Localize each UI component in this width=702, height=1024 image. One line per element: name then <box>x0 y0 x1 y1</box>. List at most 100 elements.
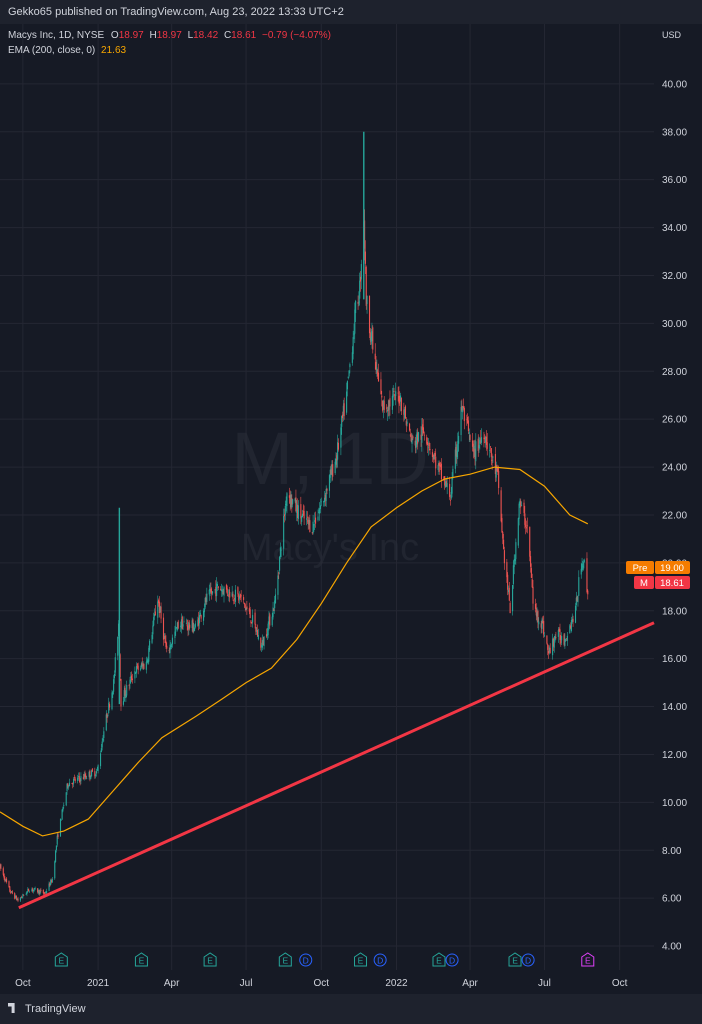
candle-body <box>412 436 414 439</box>
candle-body <box>96 769 98 771</box>
candle-body <box>393 391 395 392</box>
candle-body <box>33 887 35 890</box>
candle-body <box>315 517 317 524</box>
candle-body <box>3 874 5 879</box>
candle-body <box>454 449 456 469</box>
candle-body <box>359 280 361 299</box>
candle-body <box>268 616 270 625</box>
candle-body <box>199 612 201 617</box>
candle-body <box>377 372 380 382</box>
candle-body <box>283 514 286 517</box>
candle-body <box>429 448 431 451</box>
candle-body <box>191 620 193 629</box>
candle-body <box>355 300 357 314</box>
candle-body <box>309 520 311 532</box>
candle-body <box>507 589 510 593</box>
watermark-name: Macy's Inc <box>241 527 419 569</box>
candle-body <box>186 624 188 627</box>
candle-body <box>400 395 402 402</box>
candle-body <box>183 621 185 623</box>
candle-body <box>359 276 362 282</box>
candle-body <box>72 783 74 785</box>
candle-body <box>203 610 205 621</box>
close-label: C <box>223 30 232 41</box>
chart-area[interactable] <box>0 24 702 994</box>
candle-body <box>165 641 167 648</box>
candle-body <box>530 556 532 567</box>
candle-body <box>214 589 216 591</box>
candle-body <box>176 627 178 629</box>
candle-body <box>66 783 68 792</box>
candle-body <box>108 702 110 714</box>
candle-body <box>360 264 362 280</box>
candle-body <box>417 433 419 444</box>
candle-body <box>552 638 554 647</box>
time-axis[interactable]: Oct 2021 Apr Jul Oct 2022 Apr Jul Oct <box>15 978 628 989</box>
candle-body <box>257 635 259 640</box>
candle-body <box>222 591 224 595</box>
price-chart[interactable]: M, 1D Macy's Inc 4.006.008.0010.0012.001… <box>0 0 702 994</box>
candle-body <box>46 891 48 894</box>
support-trendline[interactable] <box>18 621 655 910</box>
change-value: −0.79 (−4.07%) <box>261 30 331 41</box>
candle-body <box>371 331 373 342</box>
candle-body <box>193 629 195 631</box>
price-tick-label: 22.00 <box>662 510 687 521</box>
candle-body <box>34 887 36 889</box>
price-axis[interactable]: 4.006.008.0010.0012.0014.0016.0018.0020.… <box>662 79 687 952</box>
candle-body <box>346 381 348 390</box>
candle-body <box>514 558 516 561</box>
price-tick-label: 12.00 <box>662 750 687 761</box>
earnings-marker-shape <box>54 952 68 967</box>
candle-body <box>498 471 500 488</box>
price-tick-label: 26.00 <box>662 415 687 426</box>
candle-body <box>494 454 496 475</box>
candle-body <box>519 500 521 506</box>
last-label: M <box>640 578 648 589</box>
candle-body <box>364 220 366 249</box>
candle-body <box>74 778 76 782</box>
candle-body <box>50 879 52 885</box>
candle-body <box>572 618 574 622</box>
candle-body <box>549 647 551 654</box>
candle-body <box>136 664 138 666</box>
candle-body <box>351 352 353 363</box>
ema-legend[interactable]: EMA (200, close, 0) 21.63 <box>8 45 126 56</box>
candle-body <box>507 574 509 590</box>
price-tick-label: 24.00 <box>662 463 687 474</box>
candle-body <box>347 376 349 379</box>
candle-body <box>473 445 475 449</box>
candle-body <box>331 464 333 476</box>
dividend-marker-label: D <box>525 956 531 966</box>
candle-body <box>194 623 196 628</box>
candle-body <box>452 468 454 478</box>
candle-body <box>475 441 477 462</box>
candle-body <box>300 504 302 519</box>
symbol-label: Macys Inc, 1D, NYSE <box>8 30 105 41</box>
candle-body <box>552 638 554 656</box>
candle-body <box>91 768 93 772</box>
candle-body <box>369 332 371 341</box>
price-tick-label: 10.00 <box>662 798 687 809</box>
time-tick-label: Jul <box>538 978 551 989</box>
candle-body <box>561 636 563 641</box>
price-tick-label: 38.00 <box>662 127 687 138</box>
pre-value-box <box>655 561 690 574</box>
tradingview-logo[interactable]: TradingView <box>8 1003 86 1015</box>
candle-body <box>267 623 269 636</box>
published-info: Gekko65 published on TradingView.com, Au… <box>8 6 344 18</box>
candle-body <box>77 777 79 781</box>
ema-value: 21.63 <box>101 45 127 56</box>
price-tick-label: 14.00 <box>662 702 687 713</box>
candle-body <box>547 650 550 654</box>
time-tick-label: 2022 <box>385 978 408 989</box>
candle-body <box>472 443 474 452</box>
candle-body <box>171 637 174 645</box>
candle-body <box>82 777 84 780</box>
candle-body <box>57 834 59 838</box>
candle-body <box>328 475 331 491</box>
candle-body <box>471 440 474 447</box>
candle-body <box>117 623 120 637</box>
candle-body <box>234 589 236 602</box>
